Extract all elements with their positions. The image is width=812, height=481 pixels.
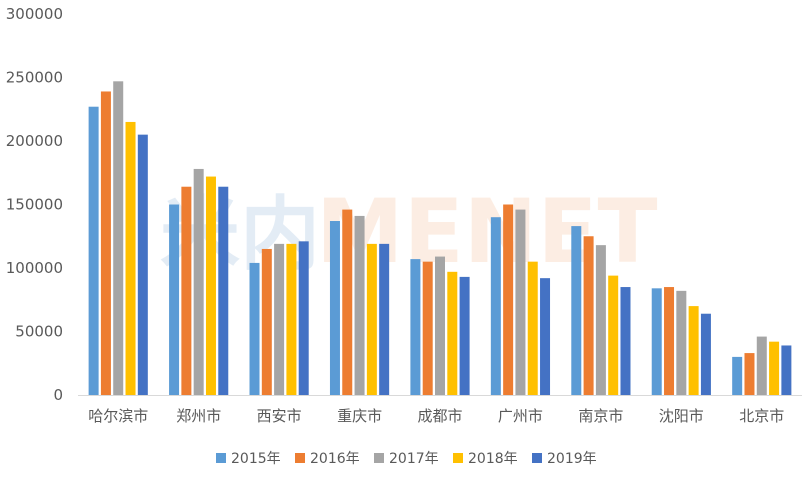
legend-label: 2019年: [547, 451, 597, 467]
bar: [422, 261, 433, 395]
bar: [366, 243, 377, 395]
bar: [379, 243, 390, 395]
bar: [447, 271, 458, 395]
x-tick-label: 重庆市: [337, 407, 382, 425]
bar: [651, 288, 662, 395]
x-tick-label: 北京市: [739, 407, 784, 425]
y-tick-label: 300000: [6, 5, 63, 23]
x-tick-label: 郑州市: [176, 407, 221, 425]
bar: [595, 245, 606, 395]
bar: [298, 241, 309, 395]
legend-swatch: [453, 453, 463, 463]
bar: [181, 186, 192, 395]
x-tick-label: 成都市: [417, 407, 462, 425]
y-tick-label: 50000: [15, 323, 63, 341]
bar: [113, 81, 124, 395]
y-tick-label: 0: [53, 386, 63, 404]
bar: [583, 236, 594, 395]
bar: [688, 306, 699, 395]
bar: [274, 243, 285, 395]
bar: [205, 176, 216, 395]
bar: [435, 256, 445, 395]
legend-swatch: [216, 453, 226, 463]
y-tick-label: 100000: [6, 259, 63, 277]
bar: [125, 121, 136, 395]
bar: [540, 278, 551, 395]
bar: [100, 91, 111, 395]
legend-swatch: [532, 453, 542, 463]
bar: [527, 261, 538, 395]
x-tick-label: 沈阳市: [659, 407, 704, 425]
bar: [329, 221, 340, 395]
bar: [620, 287, 631, 395]
bar: [459, 276, 470, 395]
y-tick-label: 200000: [6, 132, 63, 150]
bar: [354, 215, 365, 395]
bar: [676, 290, 687, 395]
y-axis: 0 50000 100000 150000 200000 250000 300000: [6, 5, 63, 404]
bar: [342, 209, 353, 395]
bar: [744, 353, 755, 395]
legend-label: 2017年: [389, 451, 439, 467]
legend-label: 2018年: [468, 451, 518, 467]
y-tick-label: 250000: [6, 69, 63, 87]
bar: [88, 106, 99, 396]
bar: [781, 345, 792, 395]
x-tick-label: 哈尔滨市: [88, 407, 148, 425]
legend-swatch: [374, 453, 384, 463]
bar: [410, 259, 421, 395]
bar-series-group: [88, 81, 792, 396]
x-axis: 哈尔滨市 郑州市 西安市 重庆市 成都市 广州市 南京市 沈阳市 北京市: [88, 407, 784, 425]
legend-swatch: [295, 453, 305, 463]
bar: [664, 287, 675, 395]
bar: [732, 356, 743, 395]
menet-watermark: 米内 MENET: [160, 180, 657, 283]
bar: [756, 336, 767, 395]
bar: [169, 204, 180, 395]
x-tick-label: 南京市: [578, 407, 623, 425]
legend: 2015年 2016年 2017年 2018年 2019年: [216, 451, 597, 467]
bar: [249, 262, 260, 395]
bar: [193, 168, 204, 395]
legend-label: 2016年: [310, 451, 360, 467]
bar: [700, 313, 711, 395]
bar: [515, 209, 526, 395]
bar: [490, 217, 501, 395]
y-tick-label: 150000: [6, 196, 63, 214]
bar: [571, 226, 582, 395]
x-tick-label: 广州市: [498, 407, 543, 425]
bar: [137, 134, 148, 395]
legend-label: 2015年: [231, 451, 281, 467]
bar: [503, 204, 514, 395]
bar: [286, 243, 297, 395]
x-tick-label: 西安市: [257, 407, 302, 425]
bar: [261, 248, 272, 395]
bar: [218, 186, 229, 395]
bar: [608, 275, 619, 395]
bar: [769, 341, 780, 395]
